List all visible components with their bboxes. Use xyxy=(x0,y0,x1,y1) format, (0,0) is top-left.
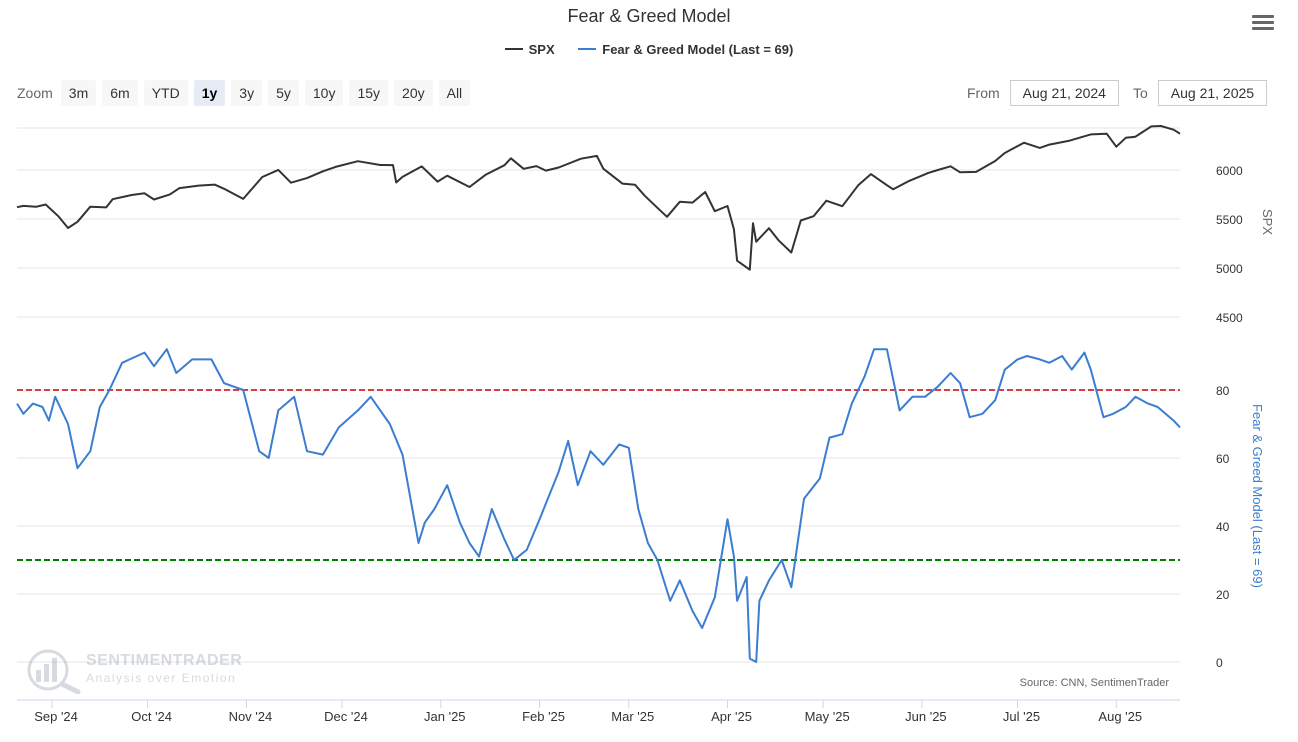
y-tick-label-spx: 5000 xyxy=(1216,262,1243,276)
legend-label-spx: SPX xyxy=(528,42,555,57)
x-tick-label: Aug '25 xyxy=(1098,709,1142,724)
x-tick-label: Sep '24 xyxy=(34,709,78,724)
legend-item-fear-greed[interactable]: Fear & Greed Model (Last = 69) xyxy=(578,42,793,57)
menu-bar xyxy=(1252,21,1274,24)
from-date-input[interactable]: Aug 21, 2024 xyxy=(1009,80,1119,106)
legend-swatch-spx xyxy=(504,47,523,50)
legend-item-spx[interactable]: SPX xyxy=(504,42,555,57)
watermark-tagline: Analysis over Emotion xyxy=(86,671,237,685)
y-tick-label-fgm: 0 xyxy=(1216,656,1223,670)
source-credit: Source: CNN, SentimenTrader xyxy=(1019,677,1169,689)
y-tick-label-fgm: 20 xyxy=(1216,588,1230,602)
to-label: To xyxy=(1132,85,1148,101)
zoom-button-3m[interactable]: 3m xyxy=(60,80,97,106)
sentimentrader-watermark: SENTIMENTRADER Analysis over Emotion xyxy=(22,648,262,695)
zoom-button-1y[interactable]: 1y xyxy=(193,80,226,106)
legend-swatch-fear-greed xyxy=(578,47,597,50)
chart-legend: SPX Fear & Greed Model (Last = 69) xyxy=(0,42,1298,57)
x-tick-label: Jun '25 xyxy=(905,709,947,724)
x-tick-label: Dec '24 xyxy=(324,709,368,724)
y-tick-label-spx: 5500 xyxy=(1216,213,1243,227)
zoom-button-ytd[interactable]: YTD xyxy=(143,80,188,106)
x-tick-label: Jan '25 xyxy=(424,709,466,724)
y-tick-label-spx: 4500 xyxy=(1216,311,1243,325)
legend-label-fear-greed: Fear & Greed Model (Last = 69) xyxy=(602,42,794,57)
y-tick-label-fgm: 60 xyxy=(1216,452,1230,466)
zoom-button-all[interactable]: All xyxy=(438,80,471,106)
zoom-button-20y[interactable]: 20y xyxy=(394,80,433,106)
hamburger-menu-icon[interactable] xyxy=(1252,15,1274,33)
x-tick-label: Apr '25 xyxy=(711,709,752,724)
series-line-spx xyxy=(16,125,1181,271)
menu-bar xyxy=(1252,27,1274,30)
chart-title: Fear & Greed Model xyxy=(567,6,731,26)
y-tick-label-fgm: 80 xyxy=(1216,384,1230,398)
x-tick-label: Nov '24 xyxy=(229,709,273,724)
watermark-name: SENTIMENTRADER xyxy=(86,652,243,669)
from-label: From xyxy=(967,85,1000,101)
zoom-button-5y[interactable]: 5y xyxy=(268,80,299,106)
x-tick-label: May '25 xyxy=(805,709,850,724)
y-axis-title-fgm: Fear & Greed Model (Last = 69) xyxy=(1250,404,1265,588)
x-tick-label: Mar '25 xyxy=(611,709,654,724)
x-tick-label: Jul '25 xyxy=(1003,709,1040,724)
x-tick-label: Feb '25 xyxy=(522,709,565,724)
y-tick-label-fgm: 40 xyxy=(1216,520,1230,534)
zoom-button-6m[interactable]: 6m xyxy=(102,80,138,106)
zoom-button-3y[interactable]: 3y xyxy=(231,80,263,106)
date-range-controls: From Aug 21, 2024 To Aug 21, 2025 xyxy=(967,80,1268,106)
series-line-fgm xyxy=(16,348,1181,663)
to-date-input[interactable]: Aug 21, 2025 xyxy=(1157,80,1268,106)
y-tick-label-spx: 6000 xyxy=(1216,164,1243,178)
watermark-logo-icon xyxy=(27,649,81,695)
zoom-controls: Zoom 3m 6m YTD 1y 3y 5y 10y 15y 20y All xyxy=(17,80,476,106)
x-tick-label: Oct '24 xyxy=(131,709,172,724)
menu-bar xyxy=(1252,15,1274,18)
y-axis-title-spx: SPX xyxy=(1260,209,1275,235)
zoom-label: Zoom xyxy=(17,85,53,101)
zoom-button-15y[interactable]: 15y xyxy=(349,80,389,106)
zoom-button-10y[interactable]: 10y xyxy=(304,80,344,106)
